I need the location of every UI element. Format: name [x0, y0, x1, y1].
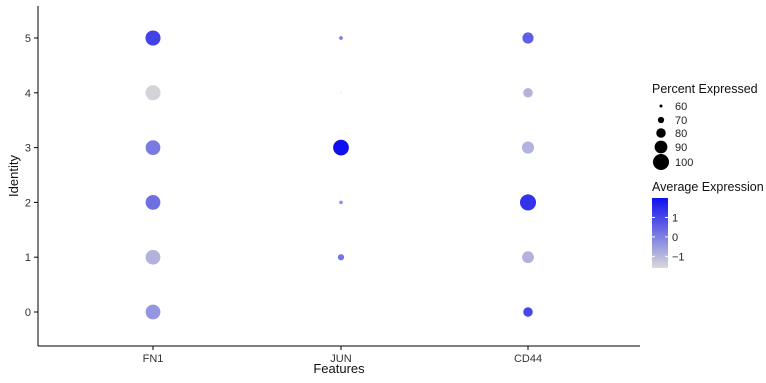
dot-fn1-2	[145, 195, 161, 210]
size-legend-label: 70	[675, 115, 687, 127]
x-tick-label: JUN	[330, 353, 351, 365]
x-ticks: FN1 JUN CD44	[143, 346, 542, 365]
size-legend-dot	[654, 140, 668, 154]
dot-cd44-0	[523, 307, 533, 317]
size-legend-label: 90	[675, 142, 687, 154]
dot-jun-5	[339, 36, 343, 40]
dot-jun-0	[340, 311, 342, 313]
dot-fn1-3	[145, 140, 161, 155]
color-legend: Average Expression 1 0 −1	[652, 180, 764, 268]
dot-cd44-3	[521, 141, 535, 154]
x-tick-label: FN1	[143, 353, 164, 365]
size-legend-label: 60	[675, 101, 687, 113]
color-legend-label: 0	[672, 232, 678, 244]
size-legend-dot	[652, 153, 670, 171]
dot-cd44-5	[522, 32, 534, 44]
y-tick-label: 4	[25, 88, 31, 100]
dot-cd44-4	[523, 88, 533, 98]
x-tick-label: CD44	[514, 353, 542, 365]
dot-cd44-2	[519, 194, 537, 211]
y-axis-title: Identity	[6, 155, 21, 197]
size-legend-dot	[656, 128, 666, 138]
size-legend-label: 80	[675, 128, 687, 140]
dot-fn1-4	[145, 85, 161, 101]
dot-jun-3	[333, 139, 349, 156]
x-axis-title: Features	[313, 361, 365, 376]
dot-jun-2	[339, 200, 343, 205]
dot-fn1-1	[145, 249, 161, 265]
color-legend-label: −1	[672, 251, 685, 263]
color-legend-label: 1	[672, 212, 678, 224]
size-legend-title: Percent Expressed	[652, 82, 758, 96]
y-tick-label: 1	[25, 252, 31, 264]
y-tick-label: 5	[25, 33, 31, 45]
color-legend-title: Average Expression	[652, 180, 764, 194]
size-legend-label: 100	[675, 157, 693, 169]
color-legend-bar	[652, 198, 668, 268]
size-legend-dot	[657, 116, 665, 124]
plot-area	[145, 30, 537, 320]
y-ticks: 0 1 2 3 4 5	[25, 33, 38, 319]
dot-cd44-1	[522, 251, 534, 264]
y-tick-label: 3	[25, 143, 31, 155]
dot-fn1-0	[145, 304, 161, 320]
dot-jun-4	[340, 92, 342, 94]
y-tick-label: 0	[25, 307, 31, 319]
y-tick-label: 2	[25, 197, 31, 209]
dot-jun-1	[337, 254, 345, 261]
dot-fn1-5	[145, 30, 161, 46]
size-legend-dot	[659, 104, 663, 108]
